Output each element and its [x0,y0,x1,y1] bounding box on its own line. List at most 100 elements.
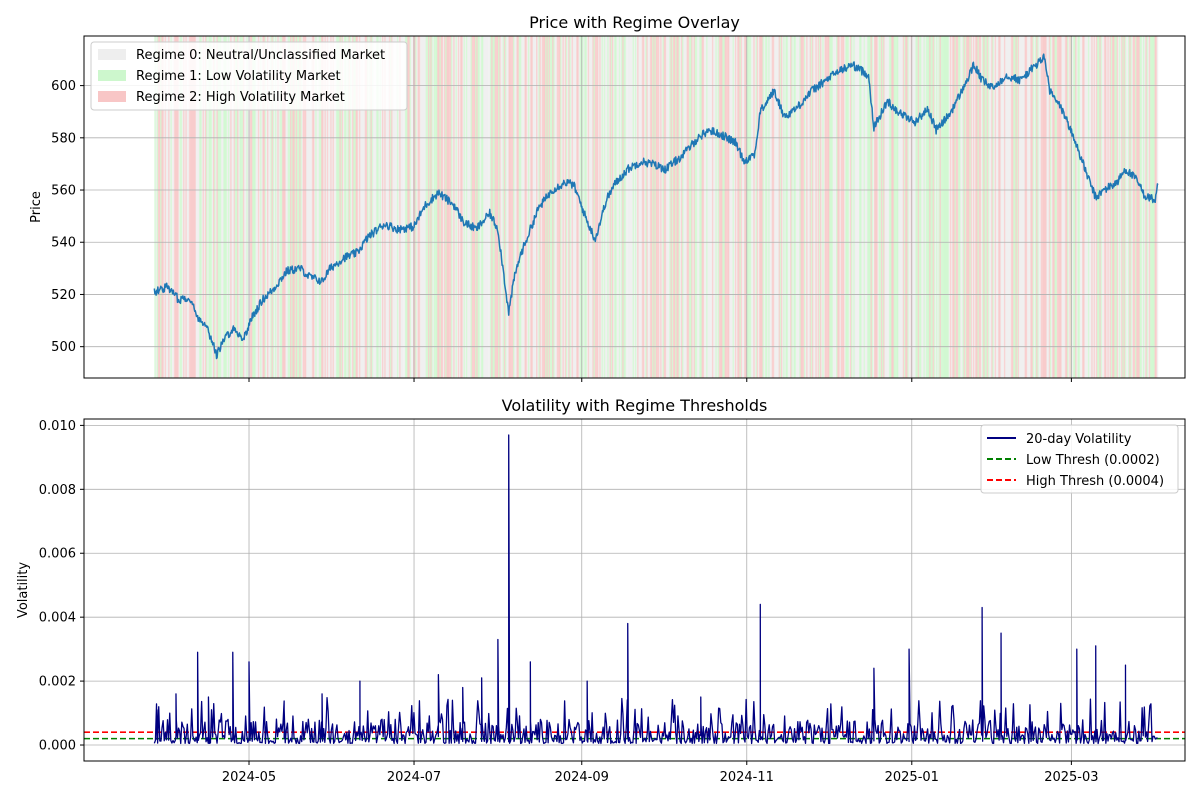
regime-band [949,36,952,378]
regime-band [356,36,359,378]
regime-band [1078,36,1081,378]
regime-band [215,36,217,378]
regime-band [560,36,562,378]
regime-band [855,36,858,378]
regime-band [170,36,172,378]
regime-band [491,36,493,378]
regime-band [1046,36,1048,378]
regime-band [1053,36,1055,378]
regime-band [209,36,212,378]
regime-band [1036,36,1038,378]
regime-band [559,36,561,378]
regime-band [232,36,235,378]
regime-band [323,36,325,378]
regime-band [427,36,430,378]
regime-band [938,36,940,378]
regime-band [838,36,840,378]
regime-band [1093,36,1096,378]
regime-band [218,36,221,378]
regime-band [258,36,261,378]
regime-band [555,36,558,378]
regime-band [649,36,652,378]
regime-band [1097,36,1099,378]
regime-band [546,36,548,378]
regime-band [245,36,247,378]
regime-band [417,36,420,378]
regime-band [914,36,916,378]
regime-band [911,36,914,378]
regime-band [157,36,160,378]
regime-band [1059,36,1061,378]
regime-band [526,36,529,378]
regime-band [327,36,330,378]
regime-band [1001,36,1004,378]
regime-band [191,36,193,378]
regime-band [810,36,813,378]
regime-band [1108,36,1111,378]
regime-band [155,36,157,378]
regime-band [801,36,804,378]
regime-band [685,36,687,378]
regime-band [831,36,833,378]
regime-band [784,36,786,378]
regime-band [503,36,506,378]
regime-band [1088,36,1091,378]
regime-band [499,36,501,378]
regime-band [1107,36,1109,378]
regime-band [687,36,690,378]
regime-band [857,36,860,378]
regime-band [773,36,776,378]
regime-band [985,36,988,378]
regime-band [430,36,432,378]
regime-band [183,36,185,378]
regime-band [1080,36,1083,378]
price-y-tick-label: 560 [51,184,76,199]
regime-band [825,36,828,378]
regime-band [365,36,368,378]
regime-band [646,36,648,378]
regime-band [504,36,507,378]
regime-band [676,36,678,378]
regime-band [987,36,990,378]
regime-band [1084,36,1086,378]
regime-band [1154,36,1156,378]
regime-band [617,36,620,378]
regime-band [971,36,974,378]
regime-band [1155,36,1158,378]
price-y-tick-label: 500 [51,340,76,355]
regime-band [450,36,453,378]
regime-band [591,36,593,378]
regime-band [686,36,689,378]
regime-band [678,36,681,378]
regime-band [1018,36,1021,378]
regime-band [518,36,521,378]
regime-band [997,36,999,378]
regime-band [700,36,702,378]
regime-band [542,36,545,378]
regime-band [1014,36,1016,378]
regime-band [729,36,731,378]
regime-band [702,36,705,378]
regime-band [1056,36,1059,378]
regime-band [177,36,179,378]
regime-band [941,36,944,378]
volatility-y-ticks: 0.000 0.002 0.004 0.006 0.008 0.010 [39,419,84,754]
regime-band [690,36,692,378]
regime-band [429,36,431,378]
regime-band [1026,36,1029,378]
regime-band [779,36,782,378]
regime-band [492,36,494,378]
regime-band [207,36,209,378]
regime-band [403,36,406,378]
regime-band [353,36,355,378]
volatility-y-tick-label: 0.008 [39,483,76,498]
regime-band [668,36,670,378]
regime-0-swatch [98,49,126,60]
regime-band [1116,36,1119,378]
price-y-axis-label: Price [29,191,44,223]
regime-band [787,36,790,378]
regime-band [166,36,169,378]
regime-band [568,36,570,378]
price-y-tick-label: 540 [51,236,76,251]
regime-band [870,36,873,378]
